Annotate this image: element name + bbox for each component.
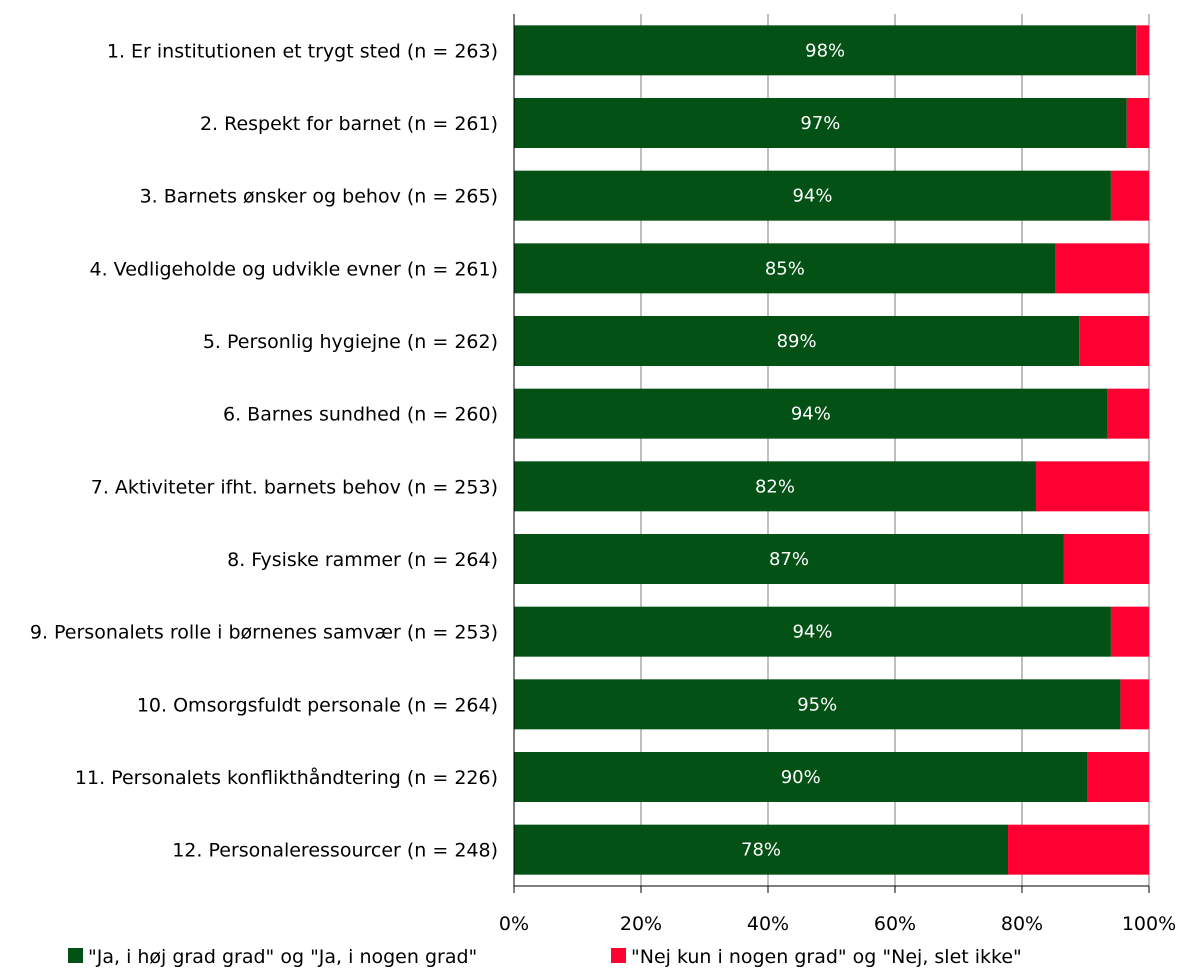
category-label: 10. Omsorgsfuldt personale (n = 264) <box>137 694 498 716</box>
category-label: 8. Fysiske rammer (n = 264) <box>227 549 498 571</box>
bar-no <box>1079 316 1149 366</box>
data-label: 97% <box>800 113 840 134</box>
category-label: 3. Barnets ønsker og behov (n = 265) <box>140 186 498 208</box>
bar-no <box>1087 752 1149 802</box>
x-axis: 0% 20% 40% 60% 80% 100% <box>499 14 1176 935</box>
legend-label-yes: "Ja, i høj grad grad" og "Ja, i nogen gr… <box>88 946 477 968</box>
bar-yes <box>514 461 1036 512</box>
category-label: 11. Personalets konflikthåndtering (n = … <box>75 766 498 789</box>
data-label: 94% <box>792 186 832 207</box>
bar-no <box>1063 534 1149 584</box>
data-label: 89% <box>777 331 817 352</box>
legend-label-no: "Nej kun i nogen grad" og "Nej, slet ikk… <box>631 946 1022 968</box>
bar-group: 98% 97% 94% 85% 89% 94% 82% 87% 94% 95% 90% 78% <box>514 25 1149 875</box>
bar-yes <box>514 534 1064 584</box>
data-label: 94% <box>792 622 832 643</box>
bar-no <box>1008 824 1149 875</box>
bar-no <box>1110 170 1149 221</box>
bar-no <box>1126 98 1149 148</box>
bar-yes <box>514 316 1080 366</box>
x-tick-label: 80% <box>1001 913 1043 935</box>
category-label: 9. Personalets rolle i børnenes samvær (… <box>30 622 498 644</box>
category-label: 7. Aktiviteter ifht. barnets behov (n = … <box>91 476 498 498</box>
data-label: 98% <box>805 40 845 61</box>
bar-yes <box>514 170 1111 221</box>
category-labels: 1. Er institutionen et trygt sted (n = 2… <box>30 40 498 861</box>
x-tick-label: 20% <box>620 913 662 935</box>
data-label: 90% <box>781 767 821 788</box>
data-label: 95% <box>797 694 837 715</box>
data-label: 94% <box>791 404 831 425</box>
x-tick-label: 0% <box>499 913 529 935</box>
category-label: 4. Vedligeholde og udvikle evner (n = 26… <box>90 258 499 280</box>
category-label: 1. Er institutionen et trygt sted (n = 2… <box>107 40 498 62</box>
x-tick-label: 100% <box>1122 913 1176 935</box>
bar-yes <box>514 25 1137 76</box>
bar-no <box>1110 606 1149 657</box>
bar-no <box>1120 679 1149 730</box>
category-label: 2. Respekt for barnet (n = 261) <box>200 113 498 135</box>
data-label: 78% <box>741 840 781 861</box>
bar-no <box>1055 243 1149 294</box>
data-label: 82% <box>755 476 795 497</box>
x-tick-label: 40% <box>747 913 789 935</box>
bar-no <box>1035 461 1149 512</box>
legend-swatch-no <box>611 948 626 963</box>
bar-no <box>1107 388 1149 439</box>
bar-yes <box>514 98 1127 148</box>
category-label: 5. Personlig hygiejne (n = 262) <box>203 331 498 353</box>
x-tick-label: 60% <box>874 913 916 935</box>
bar-yes <box>514 606 1111 657</box>
data-label: 87% <box>769 549 809 570</box>
bar-yes <box>514 679 1121 730</box>
bar-yes <box>514 752 1088 802</box>
legend: "Ja, i høj grad grad" og "Ja, i nogen gr… <box>68 946 1022 968</box>
legend-swatch-yes <box>68 948 83 963</box>
data-label: 85% <box>765 258 805 279</box>
bar-yes <box>514 388 1108 439</box>
bar-yes <box>514 824 1009 875</box>
bar-yes <box>514 243 1056 294</box>
category-label: 12. Personaleressourcer (n = 248) <box>172 840 498 862</box>
category-label: 6. Barnes sundhed (n = 260) <box>223 404 498 426</box>
bar-no <box>1136 25 1149 76</box>
